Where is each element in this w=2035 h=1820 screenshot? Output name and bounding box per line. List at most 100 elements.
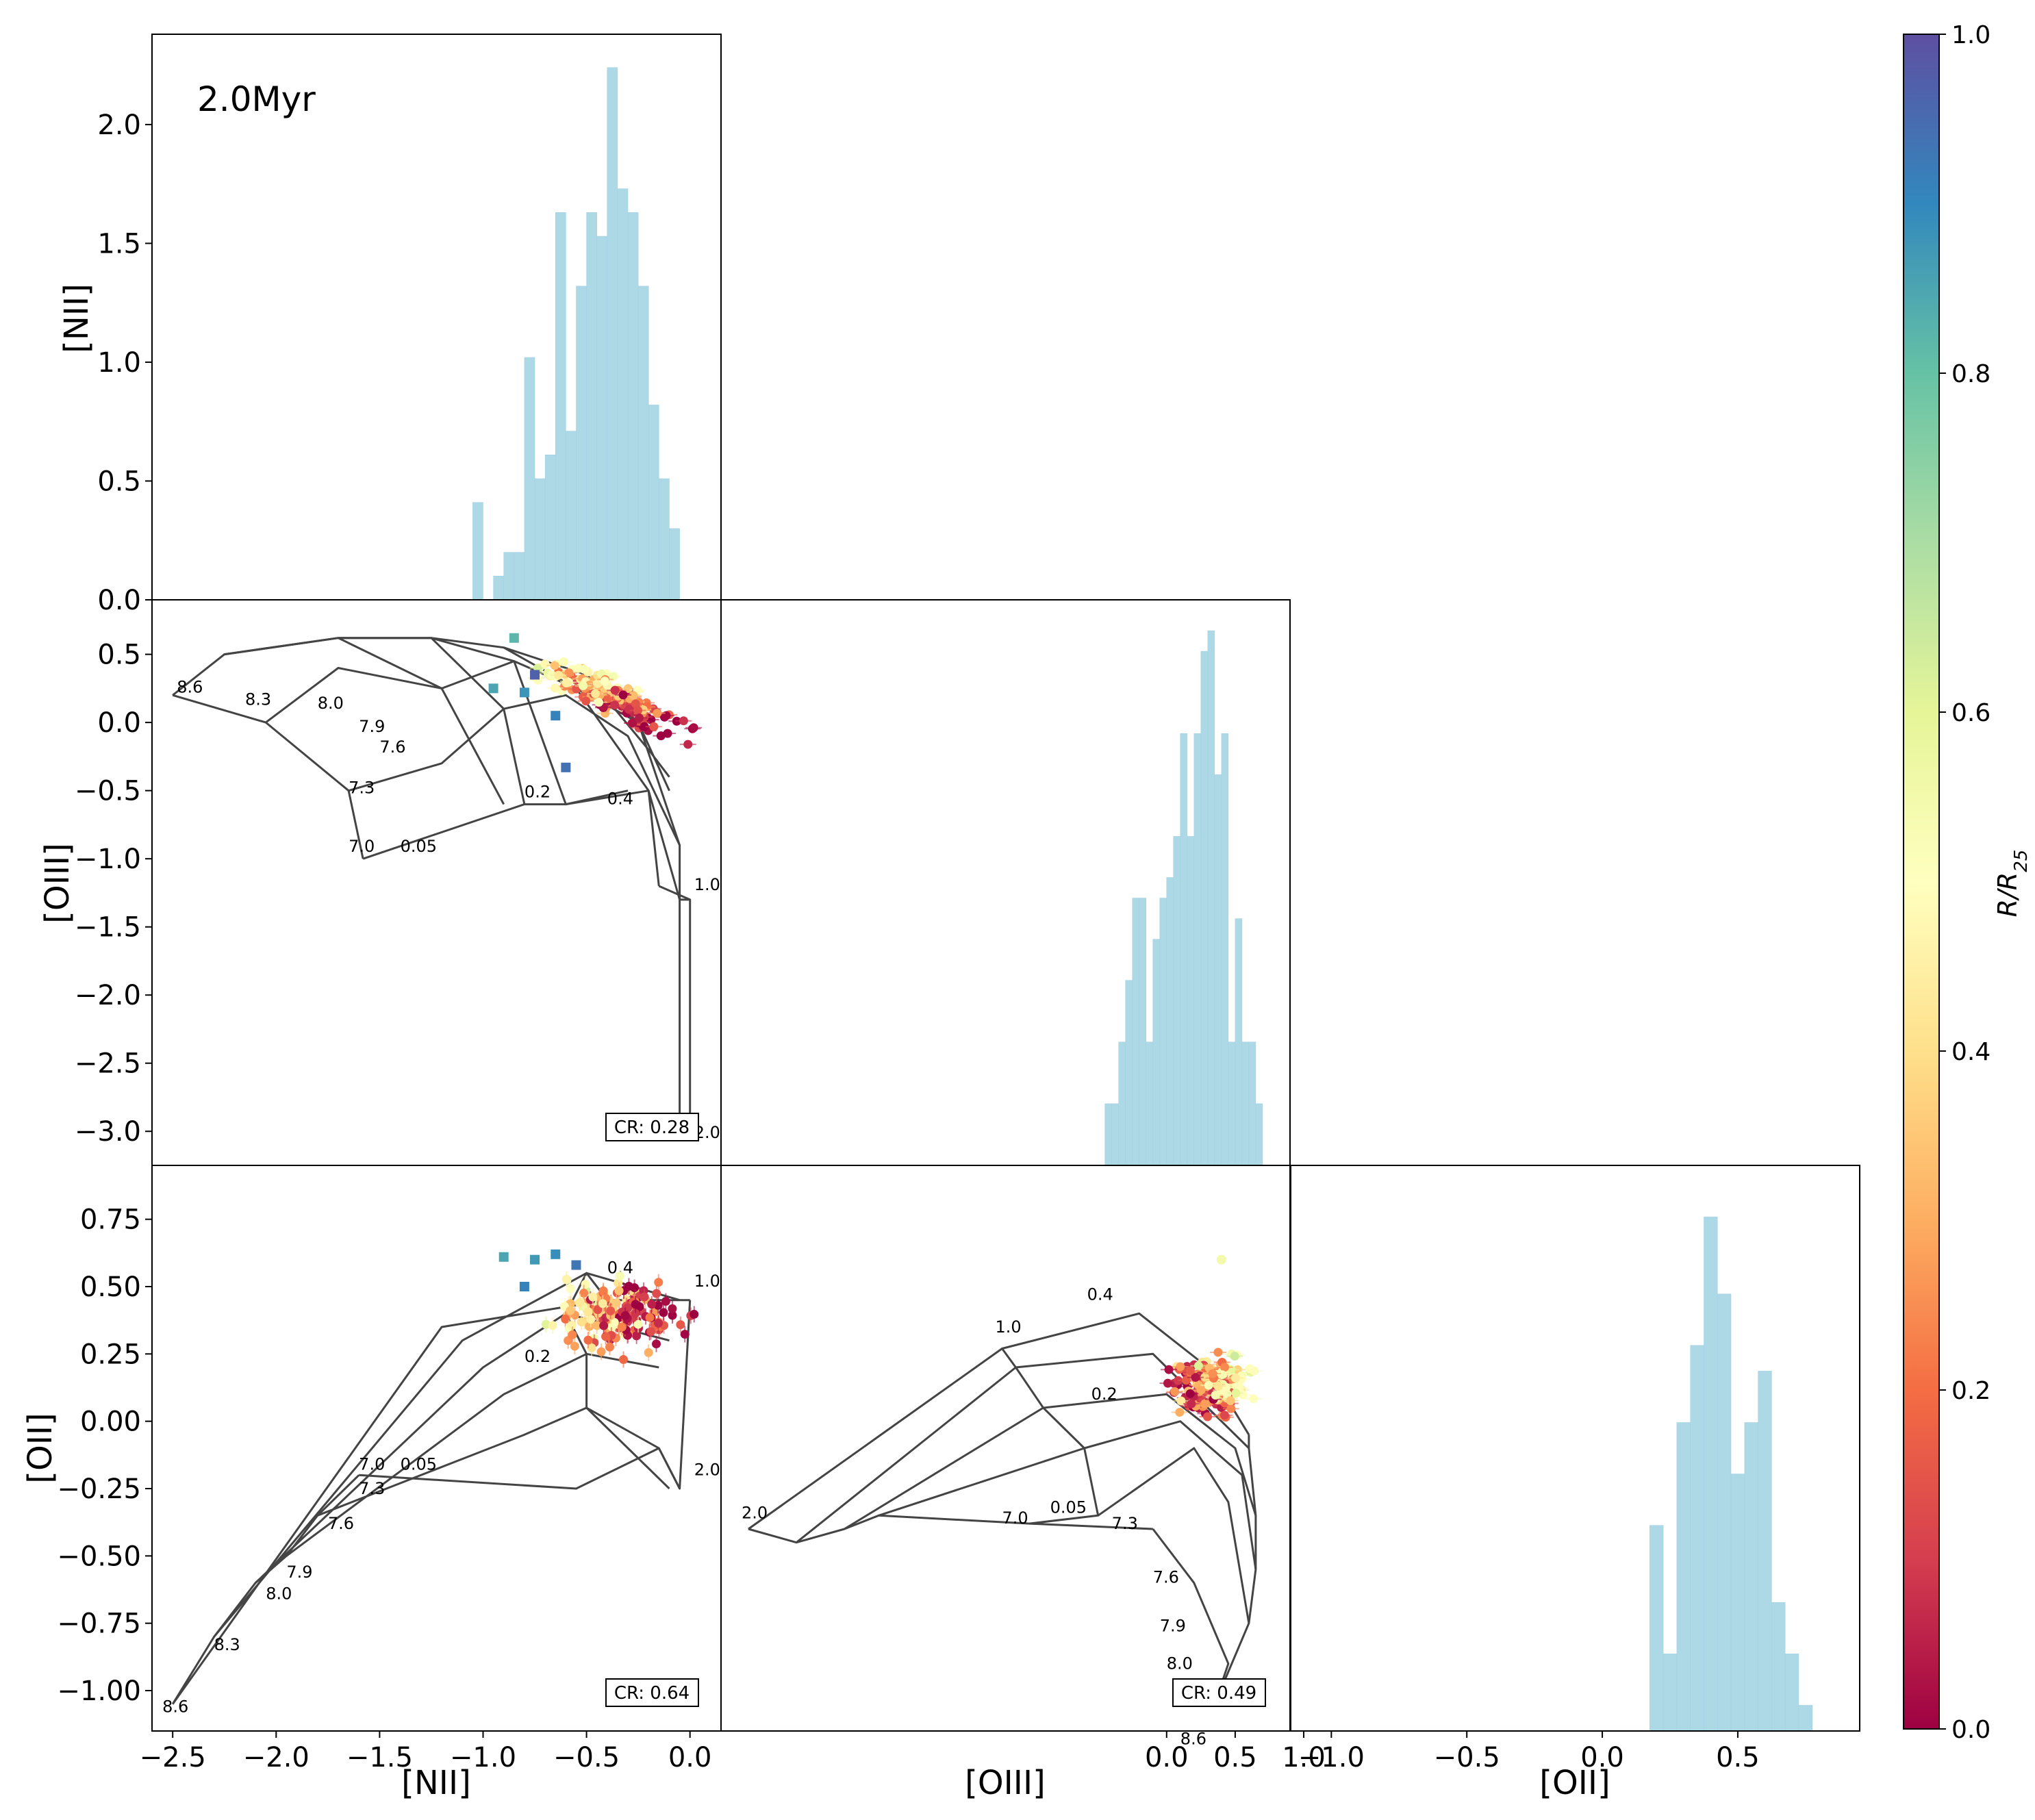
age-label: 2.0Myr — [197, 79, 316, 119]
histogram-bar — [534, 478, 546, 601]
cr-text: CR: 0.64 — [614, 1683, 690, 1704]
data-point — [1226, 1404, 1236, 1413]
colorbar-tick-label: 0.0 — [1951, 1716, 1990, 1744]
grid-label-8.3: 8.3 — [245, 690, 271, 709]
ionization-track — [348, 694, 681, 846]
ionization-track — [1001, 1348, 1100, 1516]
histogram-bar — [1132, 898, 1139, 1166]
data-point — [568, 1330, 577, 1339]
grid-label-7.3: 7.3 — [359, 1479, 385, 1498]
data-point — [1226, 1396, 1235, 1406]
data-point — [615, 1272, 624, 1281]
metallicity-track — [844, 1393, 1257, 1530]
panel-frame — [720, 1165, 1291, 1732]
cr-annotation: CR: 0.64 — [605, 1678, 699, 1707]
data-point-square — [530, 1254, 540, 1265]
data-point-square — [561, 762, 571, 772]
grid-label-8.3: 8.3 — [214, 1635, 240, 1654]
grid-label-8.0: 8.0 — [318, 694, 344, 713]
data-point — [646, 1327, 656, 1337]
histogram-bar — [607, 67, 618, 601]
y-tick-label: −3.0 — [75, 1116, 141, 1148]
oiii-y-axis-label: [OIII] — [38, 843, 77, 924]
data-point — [610, 685, 620, 695]
data-point — [653, 709, 662, 718]
histogram-bar — [1207, 630, 1215, 1166]
data-point — [1219, 1363, 1229, 1372]
data-point — [1187, 1399, 1196, 1408]
y-tick-label: −2.0 — [75, 980, 141, 1011]
histogram-bar — [1717, 1293, 1732, 1732]
data-point — [661, 1297, 670, 1306]
oiii-histogram-panel — [720, 599, 1291, 1166]
y-tick-label: 0.00 — [80, 1406, 141, 1438]
grid-label-7.0: 7.0 — [1002, 1508, 1028, 1528]
colorbar-label: R/R25 — [1993, 850, 2032, 918]
metallicity-track — [585, 674, 681, 1118]
cr-text: CR: 0.28 — [614, 1117, 690, 1138]
histogram-bar — [1221, 733, 1229, 1166]
data-point — [635, 713, 644, 723]
grid-label-7.0: 7.0 — [359, 1454, 385, 1474]
data-point — [583, 1335, 593, 1345]
grid-label-8.6: 8.6 — [1180, 1730, 1206, 1749]
y-tick-label: −1.0 — [75, 844, 141, 875]
histogram-bar — [1798, 1705, 1813, 1732]
grid-label-0.05: 0.05 — [401, 1454, 437, 1474]
x-tick-label: −0.5 — [553, 1742, 620, 1773]
histogram-bar — [1146, 1041, 1154, 1166]
ionization-track — [362, 789, 690, 901]
ionization-track — [1213, 1434, 1257, 1705]
y-tick-label: −0.25 — [57, 1474, 141, 1505]
data-point — [644, 1348, 653, 1357]
data-point — [609, 1317, 619, 1327]
grid-label-7.9: 7.9 — [1160, 1616, 1186, 1635]
data-point — [640, 722, 649, 731]
data-point — [1204, 1380, 1213, 1390]
metallicity-track — [431, 637, 629, 806]
data-point — [647, 1300, 657, 1309]
histogram-bar — [503, 552, 515, 601]
grid-label-1.0: 1.0 — [995, 1317, 1021, 1337]
data-point — [668, 1304, 677, 1313]
data-point — [1249, 1394, 1259, 1404]
colorbar-tick-label: 0.2 — [1951, 1377, 1990, 1405]
data-point-square — [530, 670, 540, 680]
nii-histogram-panel: 0.0 0.5 1.0 1.5 2.0 — [97, 34, 722, 616]
y-tick-label: −0.75 — [57, 1608, 141, 1640]
histogram-bar — [524, 357, 535, 601]
metallicity-track — [1029, 1447, 1250, 1623]
histogram-bar — [1193, 733, 1202, 1166]
data-point — [618, 690, 628, 700]
metallicity-track — [172, 694, 364, 859]
data-point — [579, 665, 589, 674]
data-point — [1175, 1407, 1185, 1417]
histogram-bar — [1235, 918, 1243, 1166]
data-point-square — [519, 687, 529, 698]
grid-label-7.6: 7.6 — [1153, 1568, 1179, 1587]
y-tick-label: 0.5 — [97, 640, 141, 671]
data-point — [593, 1305, 603, 1315]
grid-label-7.3: 7.3 — [1112, 1514, 1138, 1533]
x-tick-label: 0.0 — [668, 1742, 712, 1773]
data-point — [1217, 1370, 1227, 1380]
data-point — [683, 740, 693, 749]
metallicity-track — [878, 1420, 1257, 1570]
data-point — [659, 1308, 668, 1317]
histogram-bar — [544, 455, 556, 601]
x-tick-label: −1.5 — [346, 1742, 413, 1773]
data-point — [587, 1343, 596, 1352]
histogram-bar — [555, 212, 566, 601]
data-point — [567, 1321, 577, 1330]
grid-label-8.6: 8.6 — [177, 677, 203, 696]
data-point — [1216, 1254, 1226, 1265]
data-point — [628, 718, 637, 728]
grid-label-1.0: 1.0 — [694, 875, 720, 894]
data-point — [561, 678, 571, 687]
data-point — [1191, 1373, 1200, 1382]
data-point-square — [519, 1282, 529, 1291]
histogram-bar — [669, 528, 680, 601]
histogram-bar — [566, 431, 577, 601]
grid-label-2.0: 2.0 — [742, 1503, 768, 1522]
histogram-bar — [659, 478, 670, 601]
